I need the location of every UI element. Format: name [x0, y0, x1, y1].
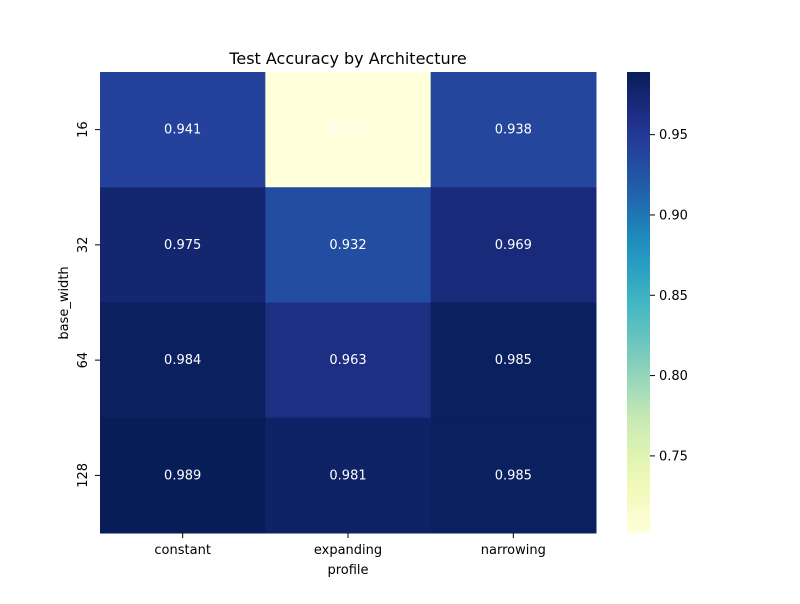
colorbar-tick-label: 0.80	[659, 369, 688, 384]
heatmap-cell	[100, 187, 266, 303]
heatmap-cell	[100, 72, 266, 188]
cell-value-label: 0.985	[495, 353, 532, 368]
cell-value-label: 0.963	[329, 353, 366, 368]
colorbar-tick-label: 0.90	[659, 208, 688, 223]
cell-value-label: 0.985	[495, 468, 532, 483]
heatmap-cell	[100, 302, 266, 419]
cell-value-label: 0.941	[164, 123, 201, 138]
y-axis: 16 32 64 128	[76, 121, 100, 488]
y-tick-label: 32	[76, 237, 91, 254]
y-tick-label: 128	[76, 463, 91, 488]
x-tick-label: constant	[154, 543, 211, 558]
cell-value-label: 0.932	[329, 238, 366, 253]
cell-value-label: 0.702	[329, 123, 366, 138]
heatmap-cell-labels: 0.941 0.702 0.938 0.975 0.932 0.969 0.984 0.963…	[164, 123, 532, 484]
cell-value-label: 0.938	[495, 123, 532, 138]
colorbar	[627, 72, 650, 533]
x-axis: constant expanding narrowing	[154, 533, 546, 558]
heatmap-cell	[430, 302, 597, 419]
cell-value-label: 0.969	[495, 238, 532, 253]
colorbar-tick-label: 0.85	[659, 289, 688, 304]
y-tick-label: 64	[76, 352, 91, 369]
colorbar-tick-label: 0.95	[659, 128, 688, 143]
cell-value-label: 0.981	[329, 468, 366, 483]
heatmap-cell	[430, 72, 597, 188]
heatmap-cells	[100, 72, 597, 534]
heatmap-cell	[100, 417, 266, 534]
heatmap-cell	[265, 72, 432, 188]
x-tick-label: narrowing	[481, 543, 546, 558]
heatmap-cell	[430, 187, 597, 303]
heatmap-cell	[430, 417, 597, 534]
x-tick-label: expanding	[314, 543, 382, 558]
chart-title: Test Accuracy by Architecture	[228, 49, 466, 68]
colorbar-ticks: 0.75 0.80 0.85 0.90 0.95	[650, 128, 688, 464]
y-axis-label: base_width	[57, 266, 72, 339]
y-tick-label: 16	[76, 121, 91, 138]
heatmap-cell	[265, 187, 432, 303]
colorbar-tick-label: 0.75	[659, 449, 688, 464]
cell-value-label: 0.984	[164, 353, 201, 368]
heatmap-cell	[265, 417, 432, 534]
cell-value-label: 0.989	[164, 468, 201, 483]
heatmap-cell	[265, 302, 432, 419]
x-axis-label: profile	[327, 563, 368, 578]
cell-value-label: 0.975	[164, 238, 201, 253]
